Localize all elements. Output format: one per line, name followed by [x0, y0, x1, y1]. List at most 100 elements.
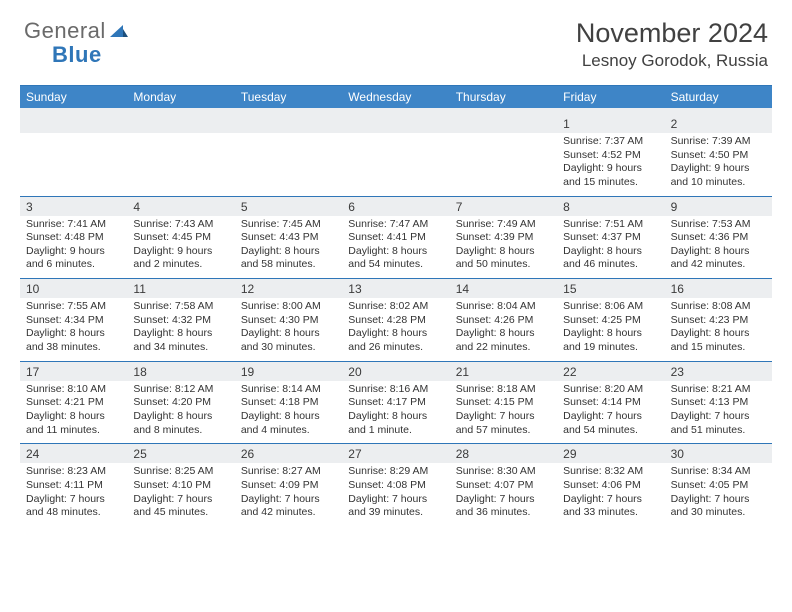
day-sr: Sunrise: 7:51 AM	[563, 218, 658, 232]
day-ss: Sunset: 4:08 PM	[348, 479, 443, 493]
dow-cell: Sunday	[20, 86, 127, 108]
week-row: 3Sunrise: 7:41 AMSunset: 4:48 PMDaylight…	[20, 196, 772, 279]
day-sr: Sunrise: 8:12 AM	[133, 383, 228, 397]
day-ss: Sunset: 4:07 PM	[456, 479, 551, 493]
day-body: Sunrise: 7:47 AMSunset: 4:41 PMDaylight:…	[342, 216, 449, 273]
day-d2: and 33 minutes.	[563, 506, 658, 520]
day-number	[127, 114, 234, 133]
day-ss: Sunset: 4:06 PM	[563, 479, 658, 493]
day-sr: Sunrise: 8:21 AM	[671, 383, 766, 397]
day-d2: and 57 minutes.	[456, 424, 551, 438]
day-cell	[450, 114, 557, 196]
day-d1: Daylight: 8 hours	[133, 327, 228, 341]
day-sr: Sunrise: 7:49 AM	[456, 218, 551, 232]
day-number: 28	[450, 444, 557, 463]
day-d2: and 58 minutes.	[241, 258, 336, 272]
day-body: Sunrise: 8:21 AMSunset: 4:13 PMDaylight:…	[665, 381, 772, 438]
day-number: 14	[450, 279, 557, 298]
day-number: 5	[235, 197, 342, 216]
day-ss: Sunset: 4:13 PM	[671, 396, 766, 410]
day-body: Sunrise: 8:30 AMSunset: 4:07 PMDaylight:…	[450, 463, 557, 520]
day-body: Sunrise: 7:45 AMSunset: 4:43 PMDaylight:…	[235, 216, 342, 273]
day-body: Sunrise: 7:41 AMSunset: 4:48 PMDaylight:…	[20, 216, 127, 273]
day-cell	[342, 114, 449, 196]
day-cell: 26Sunrise: 8:27 AMSunset: 4:09 PMDayligh…	[235, 444, 342, 526]
day-d2: and 11 minutes.	[26, 424, 121, 438]
page-title: November 2024	[576, 18, 768, 49]
day-ss: Sunset: 4:34 PM	[26, 314, 121, 328]
day-d1: Daylight: 8 hours	[133, 410, 228, 424]
day-d1: Daylight: 7 hours	[348, 493, 443, 507]
day-ss: Sunset: 4:21 PM	[26, 396, 121, 410]
day-body: Sunrise: 8:34 AMSunset: 4:05 PMDaylight:…	[665, 463, 772, 520]
day-cell: 14Sunrise: 8:04 AMSunset: 4:26 PMDayligh…	[450, 279, 557, 361]
day-number: 9	[665, 197, 772, 216]
day-cell: 27Sunrise: 8:29 AMSunset: 4:08 PMDayligh…	[342, 444, 449, 526]
day-body: Sunrise: 8:27 AMSunset: 4:09 PMDaylight:…	[235, 463, 342, 520]
day-sr: Sunrise: 8:23 AM	[26, 465, 121, 479]
day-sr: Sunrise: 8:04 AM	[456, 300, 551, 314]
week-row: 10Sunrise: 7:55 AMSunset: 4:34 PMDayligh…	[20, 278, 772, 361]
day-body: Sunrise: 7:53 AMSunset: 4:36 PMDaylight:…	[665, 216, 772, 273]
dow-cell: Friday	[557, 86, 664, 108]
day-body: Sunrise: 8:14 AMSunset: 4:18 PMDaylight:…	[235, 381, 342, 438]
day-body: Sunrise: 8:20 AMSunset: 4:14 PMDaylight:…	[557, 381, 664, 438]
day-cell: 4Sunrise: 7:43 AMSunset: 4:45 PMDaylight…	[127, 197, 234, 279]
day-cell: 25Sunrise: 8:25 AMSunset: 4:10 PMDayligh…	[127, 444, 234, 526]
day-d2: and 22 minutes.	[456, 341, 551, 355]
day-sr: Sunrise: 8:08 AM	[671, 300, 766, 314]
day-number	[342, 114, 449, 133]
day-sr: Sunrise: 8:06 AM	[563, 300, 658, 314]
day-number: 1	[557, 114, 664, 133]
day-sr: Sunrise: 7:41 AM	[26, 218, 121, 232]
day-cell: 10Sunrise: 7:55 AMSunset: 4:34 PMDayligh…	[20, 279, 127, 361]
day-cell: 5Sunrise: 7:45 AMSunset: 4:43 PMDaylight…	[235, 197, 342, 279]
day-cell: 20Sunrise: 8:16 AMSunset: 4:17 PMDayligh…	[342, 362, 449, 444]
day-sr: Sunrise: 8:30 AM	[456, 465, 551, 479]
day-body: Sunrise: 7:58 AMSunset: 4:32 PMDaylight:…	[127, 298, 234, 355]
day-sr: Sunrise: 7:37 AM	[563, 135, 658, 149]
day-d2: and 45 minutes.	[133, 506, 228, 520]
day-cell	[127, 114, 234, 196]
day-d1: Daylight: 7 hours	[26, 493, 121, 507]
day-sr: Sunrise: 8:00 AM	[241, 300, 336, 314]
day-ss: Sunset: 4:41 PM	[348, 231, 443, 245]
day-cell: 21Sunrise: 8:18 AMSunset: 4:15 PMDayligh…	[450, 362, 557, 444]
day-sr: Sunrise: 8:10 AM	[26, 383, 121, 397]
week-row: 17Sunrise: 8:10 AMSunset: 4:21 PMDayligh…	[20, 361, 772, 444]
day-cell: 6Sunrise: 7:47 AMSunset: 4:41 PMDaylight…	[342, 197, 449, 279]
day-body: Sunrise: 8:16 AMSunset: 4:17 PMDaylight:…	[342, 381, 449, 438]
day-ss: Sunset: 4:25 PM	[563, 314, 658, 328]
day-d1: Daylight: 8 hours	[241, 327, 336, 341]
day-sr: Sunrise: 8:32 AM	[563, 465, 658, 479]
day-d2: and 42 minutes.	[241, 506, 336, 520]
day-d2: and 19 minutes.	[563, 341, 658, 355]
day-sr: Sunrise: 8:34 AM	[671, 465, 766, 479]
day-d2: and 10 minutes.	[671, 176, 766, 190]
day-cell	[20, 114, 127, 196]
day-number	[235, 114, 342, 133]
day-cell: 30Sunrise: 8:34 AMSunset: 4:05 PMDayligh…	[665, 444, 772, 526]
day-ss: Sunset: 4:48 PM	[26, 231, 121, 245]
day-ss: Sunset: 4:17 PM	[348, 396, 443, 410]
logo-word1: General	[24, 18, 106, 44]
dow-cell: Saturday	[665, 86, 772, 108]
day-d1: Daylight: 8 hours	[241, 245, 336, 259]
day-number: 21	[450, 362, 557, 381]
day-d1: Daylight: 7 hours	[133, 493, 228, 507]
day-number: 23	[665, 362, 772, 381]
day-d2: and 42 minutes.	[671, 258, 766, 272]
day-d2: and 51 minutes.	[671, 424, 766, 438]
day-number: 29	[557, 444, 664, 463]
day-number	[20, 114, 127, 133]
week-row: 1Sunrise: 7:37 AMSunset: 4:52 PMDaylight…	[20, 114, 772, 196]
day-ss: Sunset: 4:52 PM	[563, 149, 658, 163]
day-ss: Sunset: 4:45 PM	[133, 231, 228, 245]
day-number: 2	[665, 114, 772, 133]
day-body: Sunrise: 8:32 AMSunset: 4:06 PMDaylight:…	[557, 463, 664, 520]
day-ss: Sunset: 4:23 PM	[671, 314, 766, 328]
day-ss: Sunset: 4:05 PM	[671, 479, 766, 493]
day-cell: 7Sunrise: 7:49 AMSunset: 4:39 PMDaylight…	[450, 197, 557, 279]
day-d2: and 30 minutes.	[241, 341, 336, 355]
day-cell: 12Sunrise: 8:00 AMSunset: 4:30 PMDayligh…	[235, 279, 342, 361]
